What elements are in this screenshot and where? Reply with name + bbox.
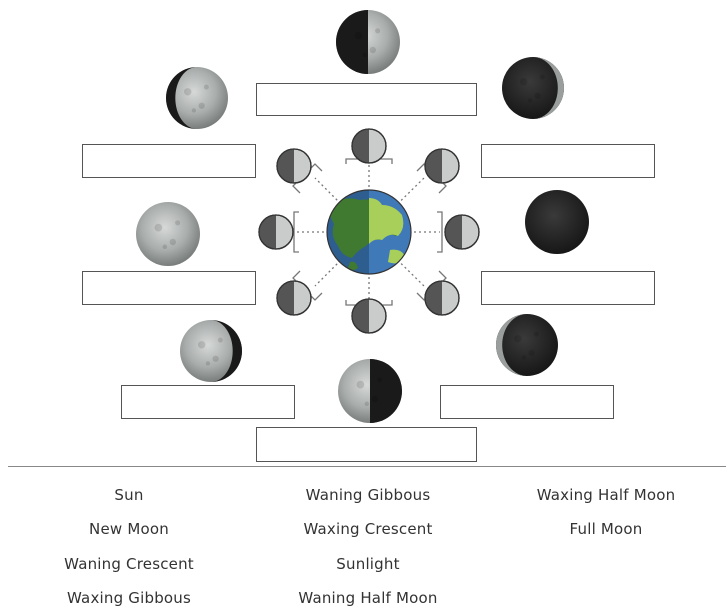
- large-moon-full: [136, 202, 200, 266]
- answer-box-middle-left[interactable]: [82, 271, 256, 305]
- small-moons: [258, 128, 480, 334]
- large-moon-crescent-right-light: [502, 56, 564, 119]
- answer-box-middle-right[interactable]: [481, 271, 655, 305]
- large-moons: [136, 10, 589, 423]
- word-new-moon: New Moon: [89, 520, 169, 538]
- large-moon-gibbous-left-dark: [166, 67, 228, 129]
- word-full-moon: Full Moon: [569, 520, 643, 538]
- small-moon: [424, 148, 460, 184]
- answer-box-upper-left[interactable]: [82, 144, 256, 178]
- answer-box-lower-left[interactable]: [121, 385, 295, 419]
- large-moon-half-right-dark: [338, 359, 402, 423]
- answer-box-top[interactable]: [256, 83, 477, 116]
- word-waxing-crescent: Waxing Crescent: [303, 520, 433, 538]
- large-moon-new: [525, 190, 589, 254]
- small-moon: [276, 280, 312, 316]
- word-waxing-gibbous: Waxing Gibbous: [66, 589, 192, 607]
- large-moon-crescent-left-light: [496, 314, 558, 376]
- large-moon-half-left-dark: [336, 10, 400, 74]
- small-moon: [258, 214, 294, 250]
- small-moon: [351, 298, 387, 334]
- small-moon: [444, 214, 480, 250]
- word-waning-crescent: Waning Crescent: [64, 555, 194, 573]
- word-waxing-half-moon: Waxing Half Moon: [536, 486, 676, 504]
- word-waning-half-moon: Waning Half Moon: [298, 589, 438, 607]
- moon-phases-diagram: [136, 10, 589, 423]
- divider-line: [8, 466, 726, 467]
- answer-box-bottom[interactable]: [256, 427, 477, 462]
- large-moon-gibbous-right-dark: [180, 320, 242, 382]
- word-sun: Sun: [114, 486, 144, 504]
- word-waning-gibbous: Waning Gibbous: [305, 486, 431, 504]
- earth: [326, 189, 412, 275]
- small-moon: [424, 280, 460, 316]
- small-moon: [276, 148, 312, 184]
- answer-box-lower-right[interactable]: [440, 385, 614, 419]
- answer-box-upper-right[interactable]: [481, 144, 655, 178]
- word-sunlight: Sunlight: [336, 555, 400, 573]
- small-moon: [351, 128, 387, 164]
